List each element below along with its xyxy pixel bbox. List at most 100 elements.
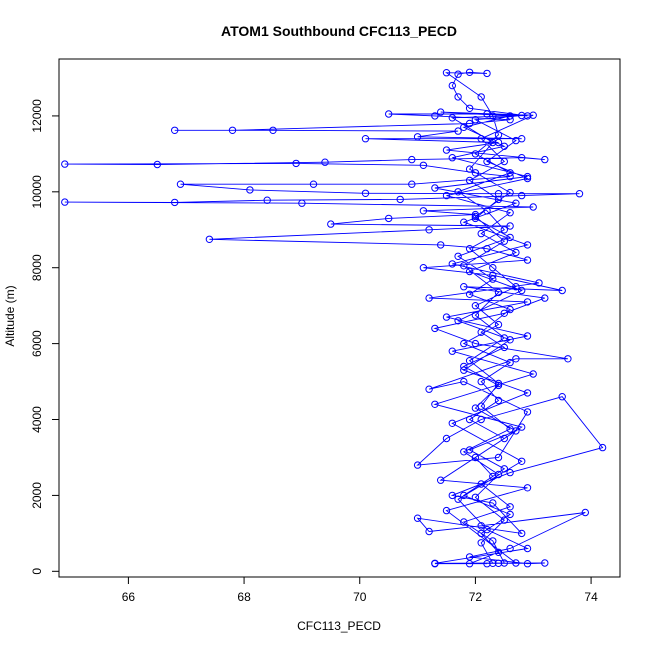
data-point	[518, 286, 526, 295]
data-point	[408, 155, 416, 164]
data-point	[523, 332, 532, 340]
data-point	[523, 408, 532, 416]
data-point	[506, 222, 514, 230]
data-point	[500, 309, 508, 317]
data-point	[523, 241, 532, 249]
plot-frame	[58, 58, 621, 578]
data-point	[506, 358, 514, 367]
data-point	[246, 186, 254, 194]
series-line	[64, 71, 604, 565]
data-point	[529, 111, 537, 119]
x-tick-label: 72	[469, 590, 483, 604]
data-point	[425, 294, 433, 302]
data-point	[477, 229, 485, 238]
data-point	[500, 334, 508, 342]
data-point	[471, 150, 480, 158]
data-point	[465, 165, 474, 173]
data-point	[419, 264, 428, 272]
data-point	[442, 69, 451, 77]
data-point	[541, 294, 549, 302]
data-point	[460, 123, 468, 132]
data-point	[489, 112, 497, 120]
data-point	[523, 560, 532, 568]
data-point	[477, 539, 485, 547]
data-point	[471, 302, 480, 310]
data-point	[327, 220, 335, 228]
data-point	[454, 127, 462, 135]
data-point	[454, 188, 462, 196]
data-point	[494, 131, 503, 139]
data-point	[483, 245, 491, 253]
data-point	[494, 470, 503, 479]
data-point	[460, 518, 468, 526]
data-point	[489, 271, 497, 279]
data-point	[564, 355, 572, 363]
data-point	[558, 286, 566, 295]
data-point	[489, 264, 497, 272]
data-point	[176, 180, 185, 188]
data-point	[506, 188, 514, 197]
data-point	[298, 199, 306, 207]
data-point	[460, 366, 468, 374]
data-point	[465, 357, 474, 365]
data-point	[477, 135, 485, 143]
y-tick-label: 12000	[30, 99, 44, 133]
data-point	[489, 275, 497, 283]
data-point	[500, 343, 508, 352]
data-point	[477, 480, 485, 488]
data-point	[494, 396, 503, 405]
data-point	[437, 108, 445, 116]
data-point	[460, 262, 468, 270]
data-point	[228, 126, 237, 135]
data-point	[523, 112, 532, 120]
data-point	[489, 537, 497, 545]
data-point	[448, 419, 456, 427]
data-point	[500, 157, 508, 166]
data-point	[471, 453, 480, 462]
data-point	[518, 457, 526, 465]
data-point	[541, 559, 549, 567]
data-point	[460, 377, 468, 386]
data-point	[454, 93, 462, 101]
data-point	[506, 468, 514, 477]
data-point	[529, 370, 537, 378]
data-point	[500, 559, 508, 567]
data-point	[541, 155, 549, 164]
data-point	[413, 461, 422, 469]
y-axis: 0 2000 4000 6000 8000 10000 12000	[30, 99, 59, 575]
data-point	[454, 70, 462, 78]
data-point	[442, 313, 451, 321]
data-point	[263, 196, 271, 204]
data-point	[448, 114, 456, 122]
data-point	[171, 126, 179, 135]
data-point	[460, 362, 468, 371]
data-point	[489, 559, 497, 567]
data-point	[500, 237, 508, 245]
data-point	[494, 288, 503, 297]
data-point	[465, 176, 474, 185]
data-point	[448, 81, 456, 90]
data-point	[448, 347, 456, 355]
data-point	[523, 484, 532, 492]
data-point	[575, 190, 584, 198]
data-point	[292, 159, 300, 168]
data-point	[518, 423, 526, 431]
data-point	[431, 112, 439, 120]
data-point	[477, 93, 485, 101]
data-point	[558, 393, 566, 401]
data-point	[477, 415, 485, 424]
data-point	[506, 510, 514, 519]
data-point	[419, 161, 428, 170]
data-point	[471, 210, 480, 219]
data-point	[413, 514, 422, 522]
data-point	[500, 226, 508, 234]
data-point	[518, 191, 526, 200]
data-point	[523, 298, 532, 306]
data-point	[442, 506, 451, 515]
data-point	[309, 180, 318, 188]
data-point	[465, 245, 474, 253]
data-point	[500, 516, 508, 524]
data-point	[437, 241, 445, 249]
data-point	[465, 104, 474, 113]
